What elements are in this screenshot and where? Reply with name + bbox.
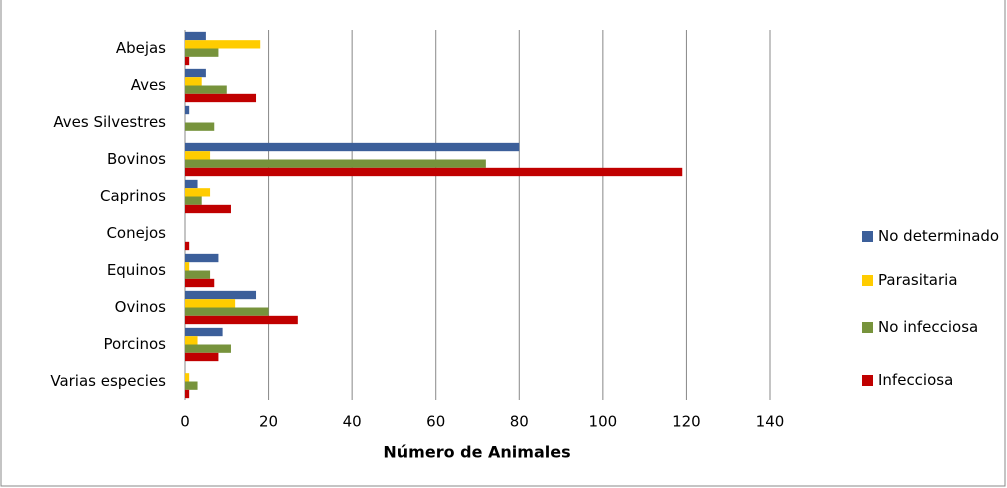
bar	[185, 336, 198, 345]
legend-label: No determinado	[878, 227, 1000, 245]
y-tick-label: Equinos	[107, 261, 166, 279]
x-tick-label: 120	[672, 413, 701, 431]
bar	[185, 159, 486, 168]
bar	[185, 151, 211, 160]
x-tick-label: 60	[426, 413, 445, 431]
legend-swatch	[862, 231, 873, 242]
bar	[185, 290, 257, 300]
y-tick-label: Aves Silvestres	[53, 113, 166, 131]
bar	[185, 373, 190, 382]
x-tick-label: 80	[510, 413, 529, 431]
bar	[185, 93, 257, 103]
x-tick-label: 100	[589, 413, 618, 431]
y-tick-label: Porcinos	[104, 335, 167, 353]
y-tick-label: Conejos	[106, 224, 166, 242]
bar	[185, 188, 211, 197]
legend-item: No determinado	[862, 226, 1002, 247]
legend-item: Parasitaria	[862, 270, 1002, 291]
y-tick-label: Bovinos	[107, 150, 166, 168]
legend-swatch	[862, 322, 873, 333]
y-tick-label: Varias especies	[50, 372, 166, 390]
bar	[185, 56, 190, 66]
bar	[185, 142, 520, 152]
bar	[185, 381, 198, 390]
y-tick-label: Ovinos	[115, 298, 167, 316]
bar	[185, 179, 198, 189]
bar	[185, 270, 211, 279]
bar	[185, 352, 219, 362]
legend-swatch	[862, 275, 873, 286]
y-tick-label: Caprinos	[100, 187, 166, 205]
bar	[185, 315, 298, 325]
y-tick-label: Abejas	[116, 39, 166, 57]
legend-label: Infecciosa	[878, 371, 954, 389]
x-tick-label: 0	[180, 413, 190, 431]
bar	[185, 262, 190, 271]
bar	[185, 299, 236, 308]
x-tick-label: 140	[756, 413, 785, 431]
bar	[185, 85, 227, 94]
x-axis-title: Número de Animales	[383, 443, 570, 462]
legend-item: Infecciosa	[862, 370, 1002, 391]
bar	[185, 344, 231, 353]
legend-item: No infecciosa	[862, 317, 1002, 338]
bar	[185, 167, 683, 177]
legend-swatch	[862, 375, 873, 386]
bar	[185, 196, 202, 205]
bar	[185, 77, 202, 86]
y-tick-label: Aves	[131, 76, 166, 94]
legend-label: Parasitaria	[878, 271, 958, 289]
bar	[185, 40, 261, 49]
bar	[185, 278, 215, 288]
bar	[185, 253, 219, 263]
x-tick-label: 40	[343, 413, 362, 431]
bar	[185, 122, 215, 131]
bar	[185, 241, 190, 251]
bar	[185, 105, 190, 115]
bar	[185, 204, 231, 214]
x-tick-label: 20	[259, 413, 278, 431]
bar	[185, 307, 269, 316]
bar	[185, 68, 206, 78]
bar	[185, 48, 219, 57]
bar	[185, 31, 206, 41]
bar	[185, 389, 190, 399]
bar	[185, 327, 223, 337]
legend-label: No infecciosa	[878, 318, 979, 336]
